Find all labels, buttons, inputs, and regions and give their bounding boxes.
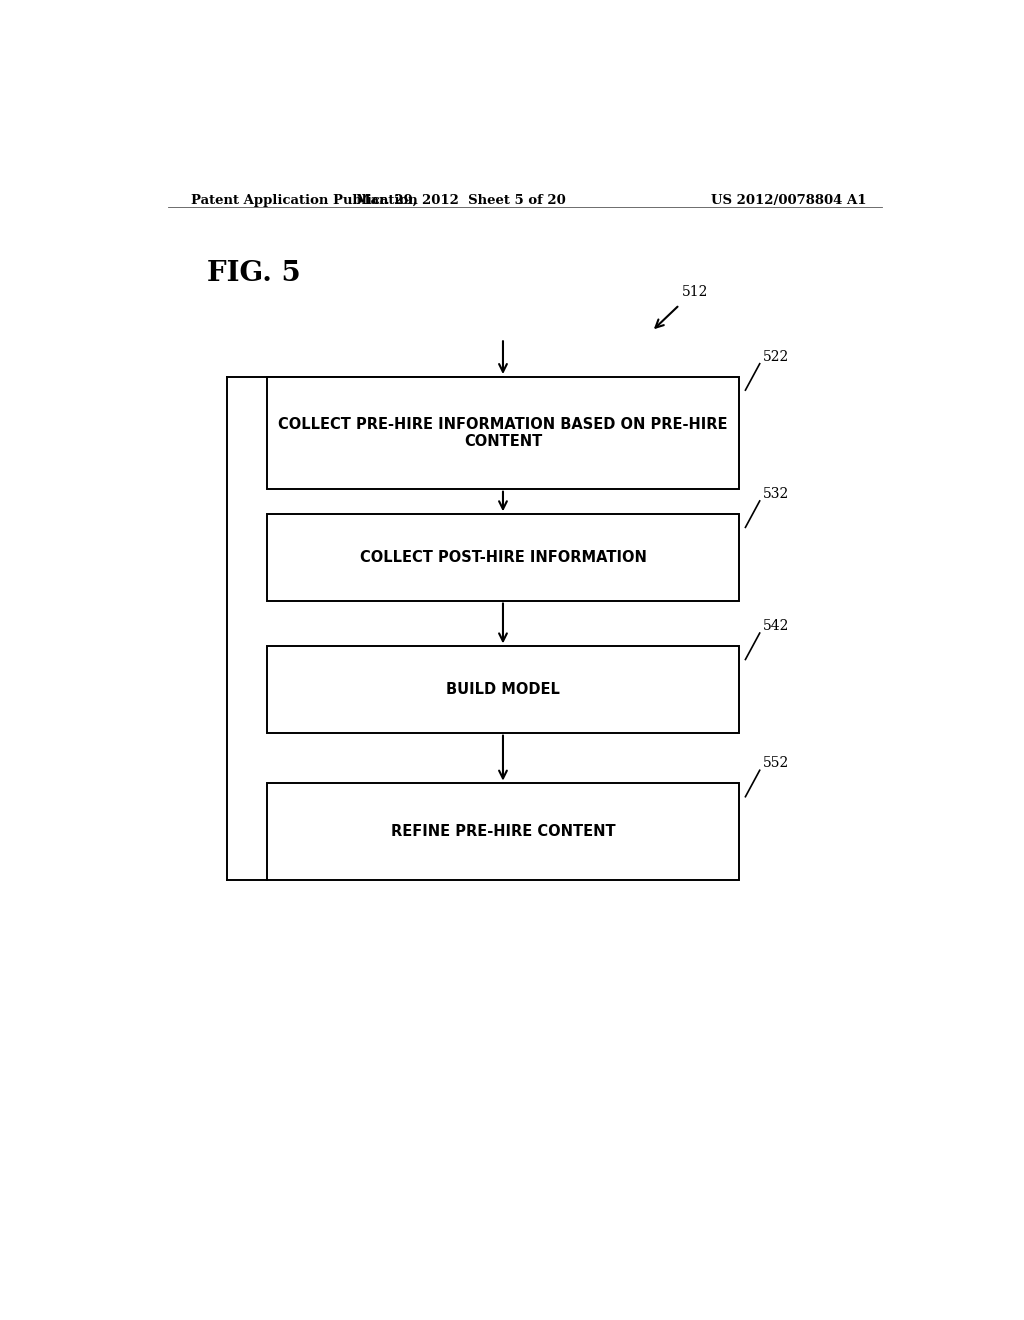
Text: Patent Application Publication: Patent Application Publication xyxy=(191,194,418,207)
Text: 522: 522 xyxy=(763,350,790,364)
Text: COLLECT POST-HIRE INFORMATION: COLLECT POST-HIRE INFORMATION xyxy=(359,550,646,565)
Text: 532: 532 xyxy=(763,487,790,500)
FancyBboxPatch shape xyxy=(267,515,739,601)
Text: 512: 512 xyxy=(682,285,709,298)
Text: FIG. 5: FIG. 5 xyxy=(207,260,301,286)
FancyBboxPatch shape xyxy=(267,784,739,880)
Text: Mar. 29, 2012  Sheet 5 of 20: Mar. 29, 2012 Sheet 5 of 20 xyxy=(356,194,566,207)
Text: BUILD MODEL: BUILD MODEL xyxy=(446,682,560,697)
FancyBboxPatch shape xyxy=(267,647,739,733)
Text: 542: 542 xyxy=(763,619,790,634)
FancyBboxPatch shape xyxy=(267,378,739,488)
Text: REFINE PRE-HIRE CONTENT: REFINE PRE-HIRE CONTENT xyxy=(391,824,615,840)
Text: US 2012/0078804 A1: US 2012/0078804 A1 xyxy=(711,194,866,207)
Text: COLLECT PRE-HIRE INFORMATION BASED ON PRE-HIRE
CONTENT: COLLECT PRE-HIRE INFORMATION BASED ON PR… xyxy=(279,417,728,449)
Text: 552: 552 xyxy=(763,756,790,771)
